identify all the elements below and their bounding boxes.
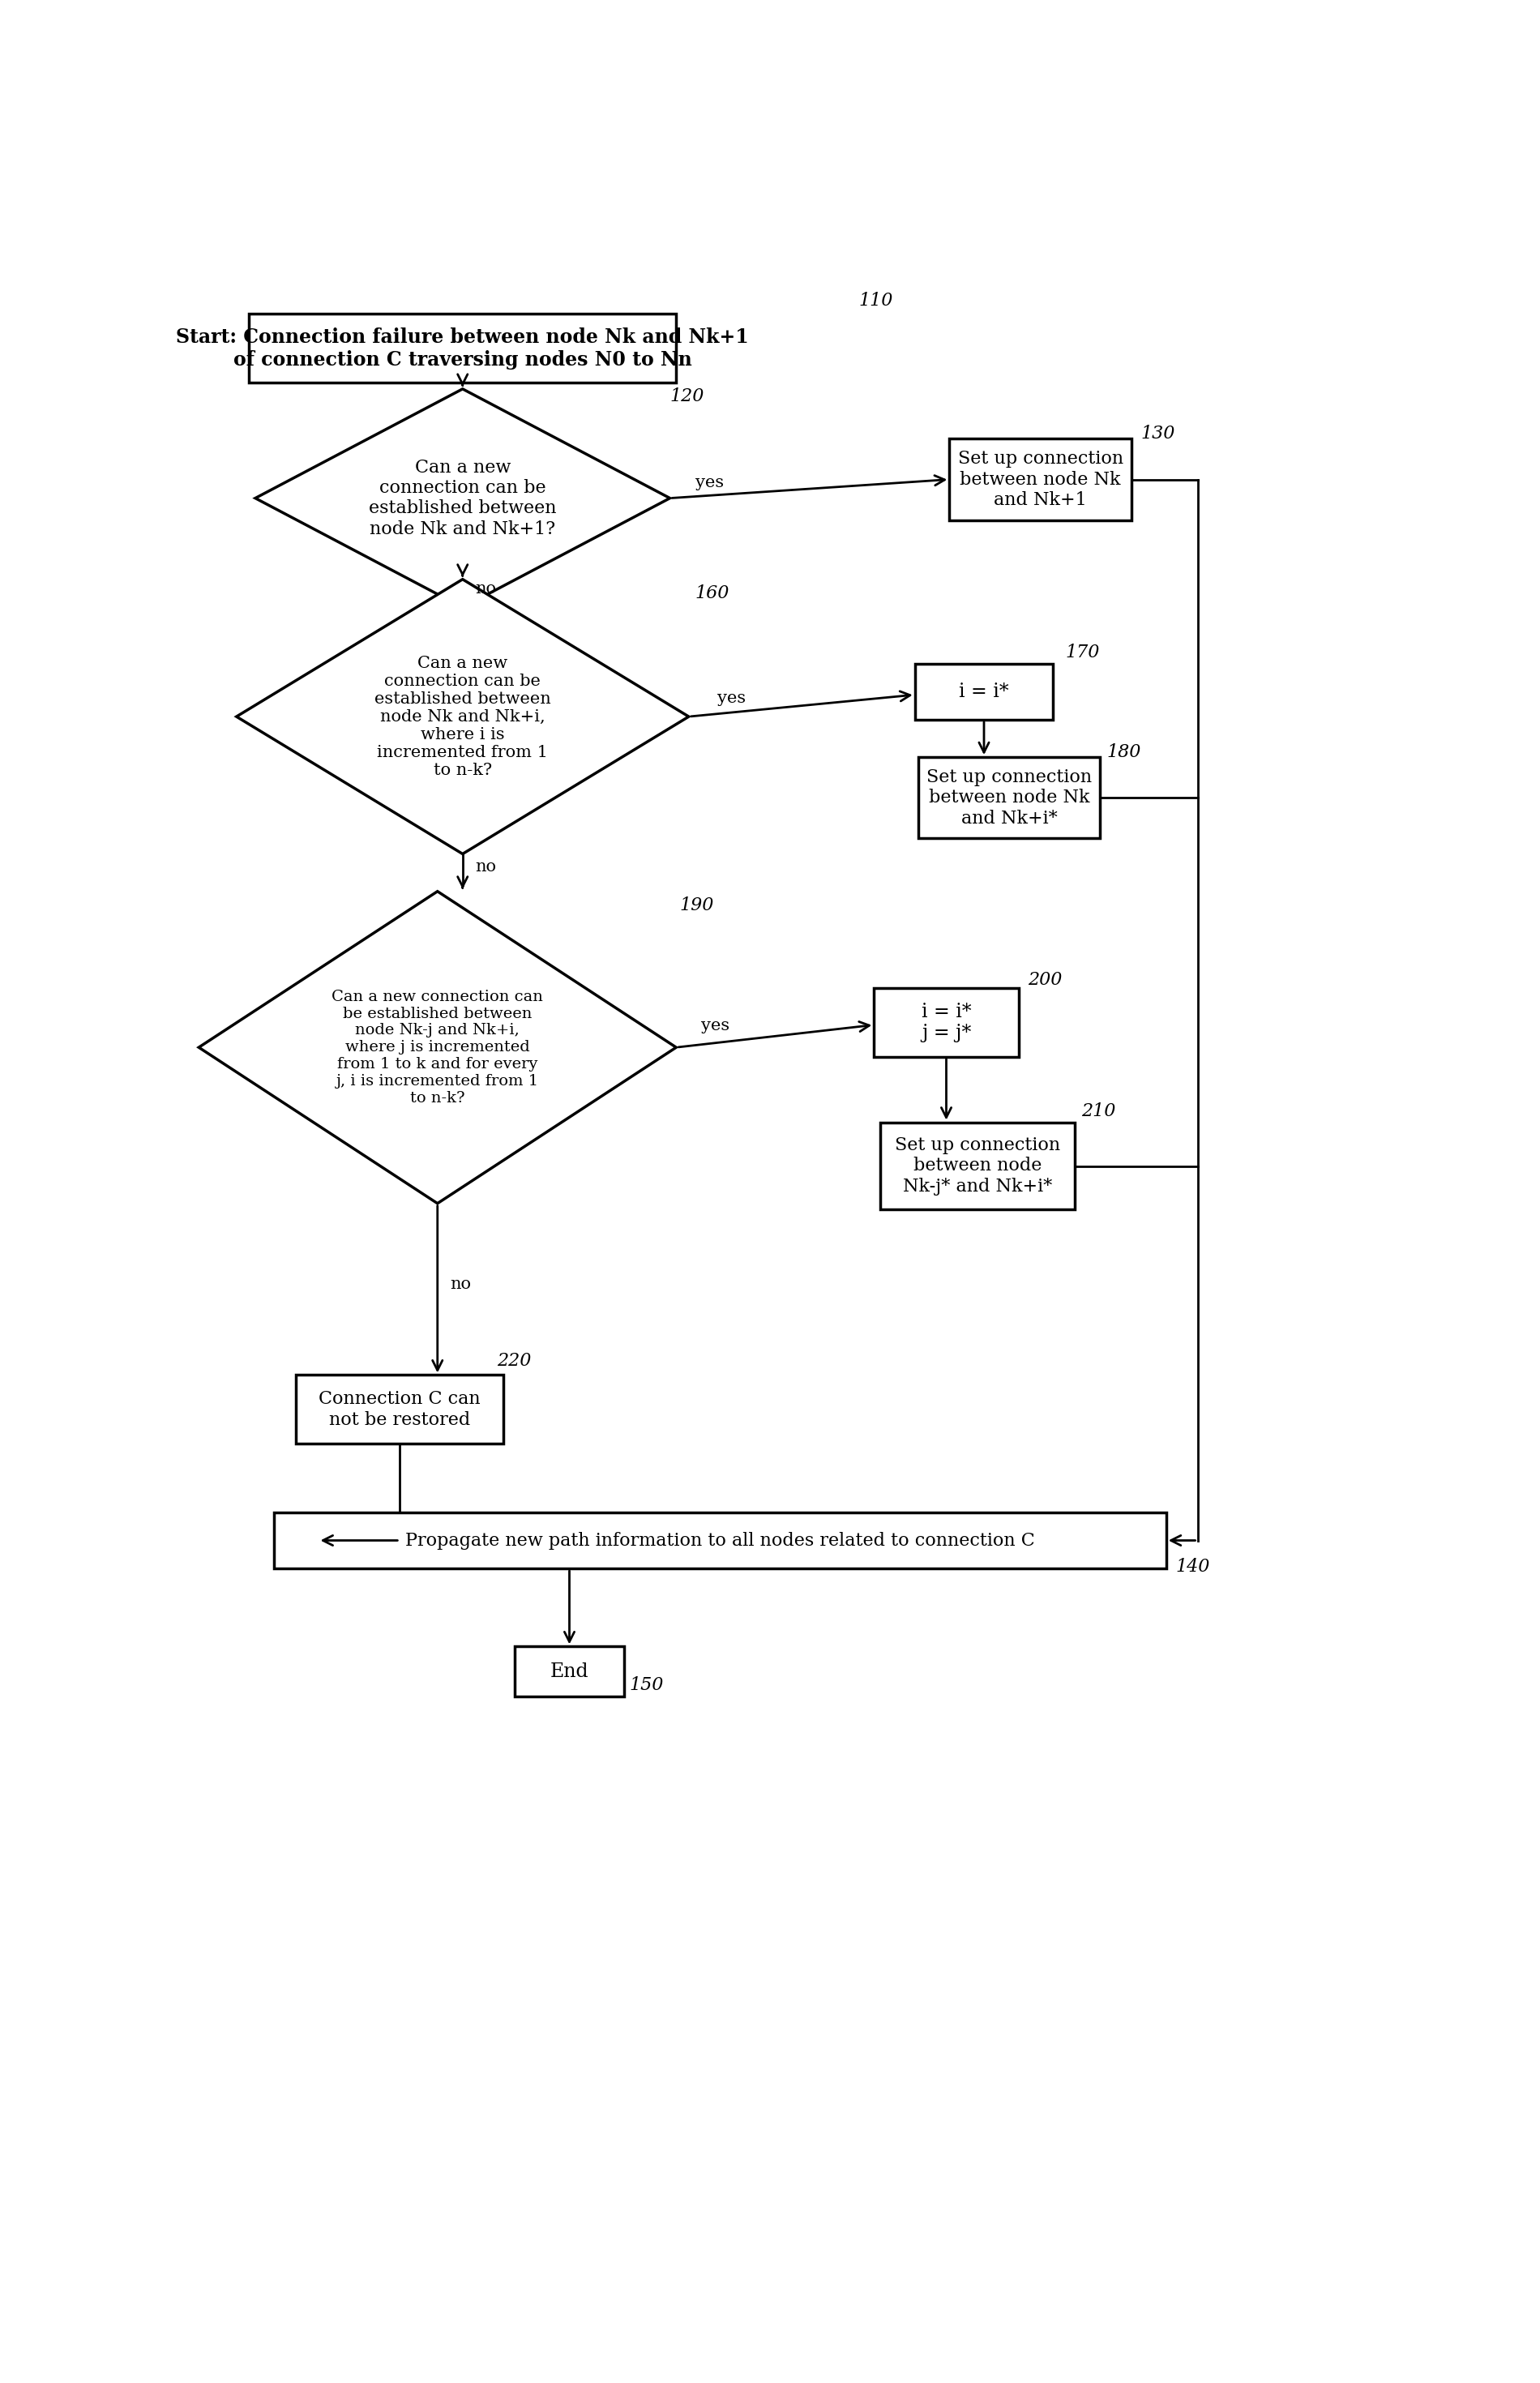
Text: Can a new
connection can be
established between
node Nk and Nk+1?: Can a new connection can be established …	[368, 458, 556, 539]
Text: no: no	[476, 860, 496, 875]
Text: i = i*
j = j*: i = i* j = j*	[921, 1003, 972, 1041]
FancyBboxPatch shape	[249, 315, 676, 384]
Polygon shape	[199, 891, 676, 1203]
Text: Connection C can
not be restored: Connection C can not be restored	[319, 1389, 480, 1427]
Polygon shape	[256, 388, 670, 608]
Text: 200: 200	[1029, 972, 1063, 989]
Text: End: End	[550, 1663, 588, 1680]
Text: 150: 150	[628, 1678, 664, 1694]
Text: 120: 120	[670, 388, 704, 405]
FancyBboxPatch shape	[915, 662, 1053, 720]
Text: Set up connection
between node Nk
and Nk+1: Set up connection between node Nk and Nk…	[958, 450, 1123, 510]
Text: 160: 160	[695, 584, 730, 603]
Text: 190: 190	[679, 896, 713, 915]
Text: 210: 210	[1081, 1103, 1115, 1120]
Polygon shape	[237, 579, 688, 853]
Text: Propagate new path information to all nodes related to connection C: Propagate new path information to all no…	[405, 1532, 1035, 1549]
FancyBboxPatch shape	[296, 1375, 504, 1444]
FancyBboxPatch shape	[918, 758, 1100, 839]
FancyBboxPatch shape	[950, 438, 1132, 519]
Text: Can a new
connection can be
established between
node Nk and Nk+i,
where i is
inc: Can a new connection can be established …	[374, 655, 551, 777]
FancyBboxPatch shape	[875, 989, 1018, 1056]
FancyBboxPatch shape	[514, 1647, 624, 1697]
FancyBboxPatch shape	[274, 1513, 1166, 1568]
FancyBboxPatch shape	[881, 1122, 1075, 1211]
Text: i = i*: i = i*	[959, 682, 1009, 701]
Text: 140: 140	[1175, 1558, 1210, 1575]
Text: 110: 110	[858, 293, 893, 310]
Text: 130: 130	[1141, 424, 1175, 443]
Text: 180: 180	[1106, 743, 1141, 760]
Text: 170: 170	[1066, 643, 1100, 662]
Text: Start: Connection failure between node Nk and Nk+1
of connection C traversing no: Start: Connection failure between node N…	[176, 326, 748, 369]
Text: no: no	[450, 1277, 471, 1292]
Text: yes: yes	[695, 474, 724, 491]
Text: Set up connection
between node Nk
and Nk+i*: Set up connection between node Nk and Nk…	[927, 767, 1092, 827]
Text: Can a new connection can
be established between
node Nk-j and Nk+i,
where j is i: Can a new connection can be established …	[331, 989, 544, 1106]
Text: no: no	[476, 581, 496, 596]
Text: Set up connection
between node
Nk-j* and Nk+i*: Set up connection between node Nk-j* and…	[895, 1137, 1061, 1196]
Text: yes: yes	[718, 691, 745, 705]
Text: yes: yes	[701, 1018, 730, 1034]
Text: 220: 220	[497, 1351, 531, 1370]
